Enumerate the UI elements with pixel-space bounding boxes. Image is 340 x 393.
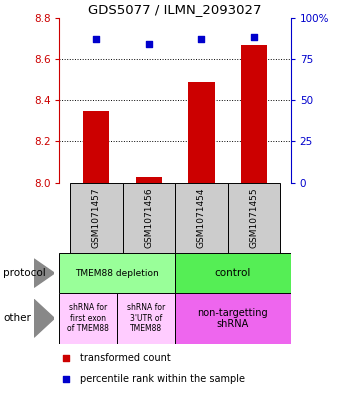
Text: TMEM88 depletion: TMEM88 depletion xyxy=(75,269,159,277)
Text: GSM1071457: GSM1071457 xyxy=(92,188,101,248)
Point xyxy=(64,376,69,382)
Text: control: control xyxy=(215,268,251,278)
Point xyxy=(94,36,99,42)
Bar xyxy=(175,293,291,344)
Title: GDS5077 / ILMN_2093027: GDS5077 / ILMN_2093027 xyxy=(88,4,262,17)
Bar xyxy=(241,44,267,183)
Bar xyxy=(136,176,162,183)
Bar xyxy=(175,183,228,253)
Point xyxy=(146,41,152,47)
Text: GSM1071456: GSM1071456 xyxy=(144,188,153,248)
Bar xyxy=(122,183,175,253)
Bar xyxy=(59,293,117,344)
Bar xyxy=(83,110,109,183)
Text: shRNA for
3'UTR of
TMEM88: shRNA for 3'UTR of TMEM88 xyxy=(127,303,165,333)
Text: transformed count: transformed count xyxy=(80,353,171,363)
Text: protocol: protocol xyxy=(3,268,46,278)
Point xyxy=(251,34,257,40)
Bar xyxy=(59,253,175,293)
Text: percentile rank within the sample: percentile rank within the sample xyxy=(80,374,245,384)
Bar xyxy=(117,293,175,344)
Polygon shape xyxy=(34,259,54,287)
Text: GSM1071454: GSM1071454 xyxy=(197,188,206,248)
Bar xyxy=(175,253,291,293)
Text: shRNA for
first exon
of TMEM88: shRNA for first exon of TMEM88 xyxy=(67,303,109,333)
Bar xyxy=(228,183,280,253)
Bar xyxy=(70,183,122,253)
Point xyxy=(64,354,69,361)
Bar xyxy=(188,82,215,183)
Point xyxy=(199,36,204,42)
Text: other: other xyxy=(3,313,31,323)
Polygon shape xyxy=(34,299,54,337)
Text: non-targetting
shRNA: non-targetting shRNA xyxy=(198,308,268,329)
Text: GSM1071455: GSM1071455 xyxy=(250,188,258,248)
